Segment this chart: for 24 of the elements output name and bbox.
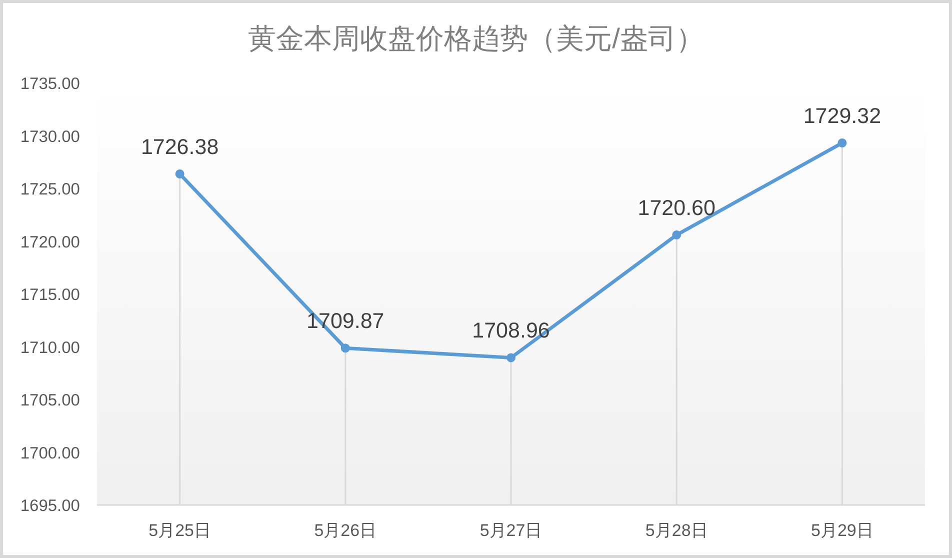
point: [506, 353, 516, 362]
x-tick-label: 5月26日: [314, 521, 377, 540]
y-tick-label: 1695.00: [20, 497, 80, 515]
data-label: 1708.96: [472, 318, 550, 343]
x-tick-label: 5月25日: [148, 521, 211, 540]
y-tick-label: 1730.00: [20, 128, 80, 146]
y-tick-label: 1715.00: [20, 286, 80, 304]
y-tick-label: 1725.00: [20, 180, 80, 198]
point: [672, 230, 682, 240]
x-tick-label: 5月29日: [811, 521, 874, 540]
point: [340, 344, 350, 353]
x-tick-label: 5月27日: [480, 521, 542, 540]
data-label: 1726.38: [140, 134, 219, 159]
y-tick-label: 1735.00: [20, 75, 80, 93]
y-tick-label: 1700.00: [20, 444, 80, 462]
y-tick-label: 1710.00: [20, 338, 80, 357]
x-tick-label: 5月28日: [645, 521, 708, 540]
data-label: 1720.60: [638, 196, 716, 220]
data-label: 1729.32: [803, 104, 882, 128]
chart-title: 黄金本周收盘价格趋势（美元/盎司）: [248, 23, 704, 54]
y-tick-label: 1705.00: [20, 392, 80, 410]
y-tick-label: 1720.00: [20, 233, 80, 252]
point: [838, 138, 847, 148]
point: [175, 169, 184, 178]
